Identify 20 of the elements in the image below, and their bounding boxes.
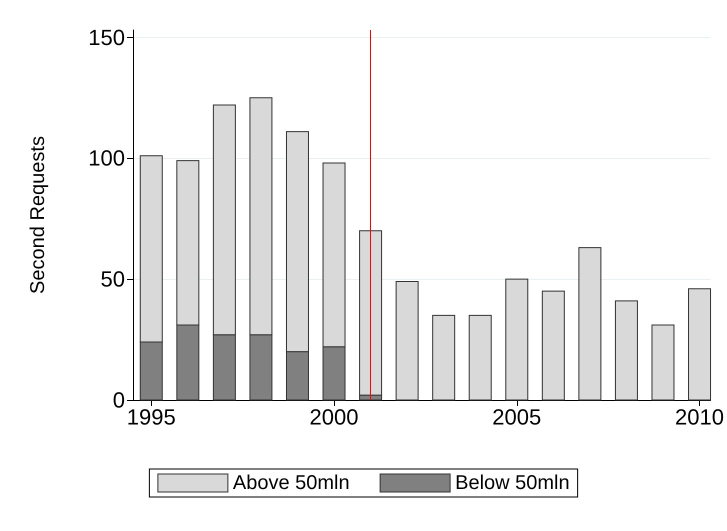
y-tick-label: 50 [100,266,125,292]
bar [651,324,674,400]
bar [614,300,638,400]
bar [396,281,419,400]
y-tick-label: 150 [88,24,125,50]
x-tick-label: 2005 [492,404,542,430]
bar [688,288,712,400]
legend-label: Below 50mln [455,472,570,494]
bar [578,247,602,400]
y-tick-label: 100 [88,146,125,171]
x-tick-label: 1995 [126,404,176,430]
x-tick-label: 2000 [310,404,359,430]
y-axis-title: Second Requests [27,136,49,294]
legend-label: Above 50mln [232,472,350,494]
bar [505,278,528,400]
y-tick-label: 0 [112,388,125,412]
bar [468,314,492,400]
bar [542,290,565,400]
x-tick-label: 2010 [675,404,724,430]
bar [432,314,456,400]
